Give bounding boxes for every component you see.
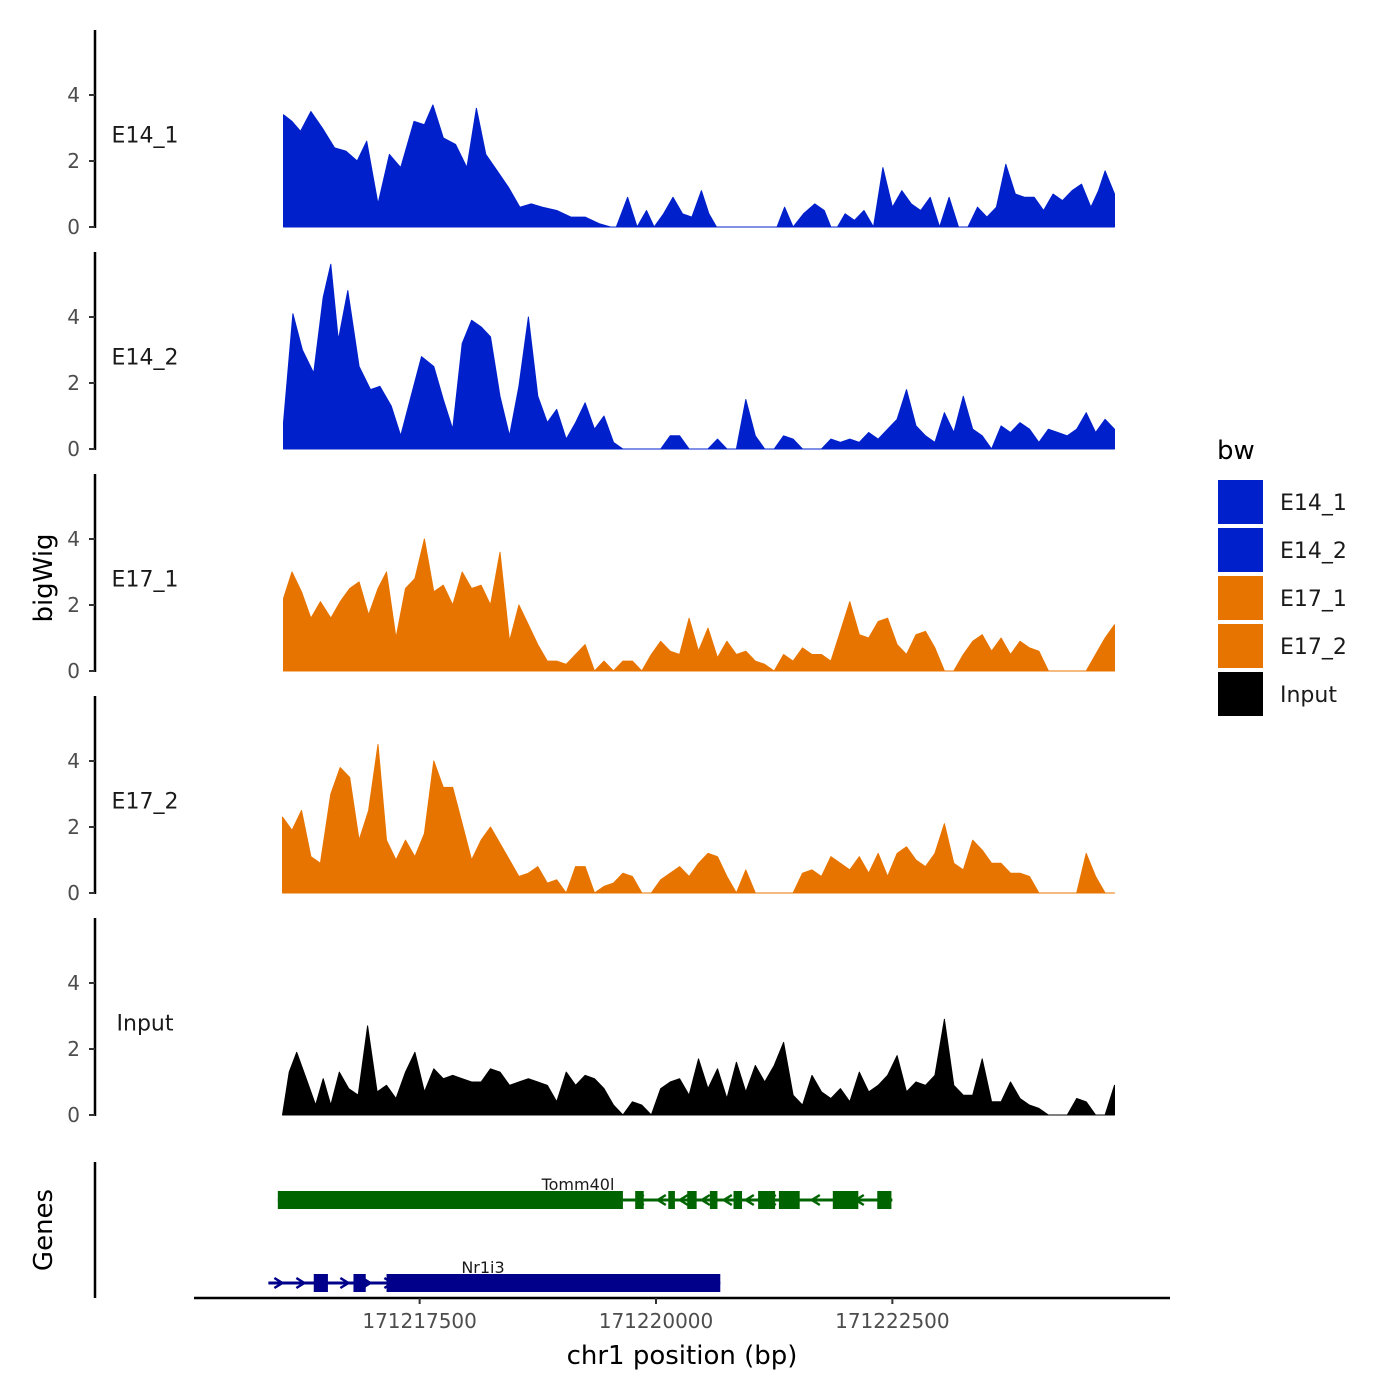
genes-panel: Genes Tomm40l Nr1i3 bbox=[29, 1162, 893, 1298]
legend-title: bw bbox=[1217, 436, 1255, 466]
x-tick-label: 171217500 bbox=[362, 1309, 477, 1333]
gene-exon bbox=[832, 1191, 859, 1209]
strand-arrow bbox=[339, 1276, 351, 1290]
gene-exon bbox=[778, 1191, 800, 1209]
x-tick-label: 171220000 bbox=[599, 1309, 714, 1333]
gene-exon bbox=[687, 1191, 697, 1209]
gene-Tomm40l: Tomm40l bbox=[277, 1175, 893, 1209]
strand-arrow bbox=[809, 1193, 821, 1207]
track-label: Input bbox=[117, 1012, 174, 1037]
x-tick-label: 171222500 bbox=[835, 1309, 950, 1333]
track-Input: 0 2 4 Input bbox=[67, 918, 1115, 1127]
y-tick-label: 4 bbox=[67, 305, 80, 329]
track-E17_2: 0 2 4 E17_2 bbox=[67, 696, 1115, 905]
x-axis: chr1 position (bp) 171217500 171220000 171… bbox=[194, 1296, 1170, 1371]
y-tick-label: 0 bbox=[67, 437, 80, 461]
y-tick-label: 2 bbox=[67, 1037, 80, 1061]
legend-swatch bbox=[1218, 672, 1263, 716]
legend-label: E17_1 bbox=[1280, 587, 1347, 612]
y-tick-label: 2 bbox=[67, 593, 80, 617]
gene-exon bbox=[313, 1274, 328, 1292]
strand-arrow bbox=[743, 1193, 755, 1207]
y-tick-label: 2 bbox=[67, 149, 80, 173]
tracks-layer: 0 2 4 E14_1 0 2 4 E14_2 0 2 4 E17_1 0 2 4 E17_2 0 2 4 Input bbox=[67, 30, 1115, 1127]
signal-area bbox=[282, 1018, 1115, 1116]
legend-swatch bbox=[1218, 576, 1263, 620]
x-axis-title: chr1 position (bp) bbox=[567, 1341, 798, 1371]
y-tick-label: 0 bbox=[67, 881, 80, 905]
gene-exon bbox=[668, 1191, 675, 1209]
signal-area bbox=[283, 538, 1115, 672]
gene-exon bbox=[758, 1191, 776, 1209]
y-tick-label: 0 bbox=[67, 659, 80, 683]
y-tick-label: 4 bbox=[67, 749, 80, 773]
legend-label: E17_2 bbox=[1280, 635, 1347, 660]
gene-exon bbox=[353, 1274, 366, 1292]
gene-exon bbox=[877, 1191, 892, 1209]
track-label: E14_1 bbox=[112, 124, 179, 149]
signal-area bbox=[283, 263, 1115, 450]
gene-label: Tomm40l bbox=[541, 1175, 615, 1194]
genes-label: Genes bbox=[29, 1189, 59, 1271]
legend-label: E14_1 bbox=[1280, 491, 1347, 516]
legend-swatch bbox=[1218, 480, 1263, 524]
gene-exon bbox=[386, 1274, 721, 1292]
gene-label: Nr1i3 bbox=[461, 1258, 504, 1277]
legend: bw E14_1 E14_2 E17_1 E17_2 Input bbox=[1217, 436, 1347, 716]
y-tick-label: 0 bbox=[67, 215, 80, 239]
gene-Nr1i3: Nr1i3 bbox=[268, 1258, 721, 1292]
legend-label: Input bbox=[1280, 683, 1337, 708]
y-tick-label: 2 bbox=[67, 371, 80, 395]
strand-arrow bbox=[273, 1276, 285, 1290]
y-axis-title: bigWig bbox=[29, 533, 59, 622]
strand-arrow bbox=[677, 1193, 689, 1207]
track-label: E14_2 bbox=[112, 346, 179, 371]
legend-swatch bbox=[1218, 624, 1263, 668]
track-E14_2: 0 2 4 E14_2 bbox=[67, 252, 1115, 461]
legend-swatch bbox=[1218, 528, 1263, 572]
track-E17_1: 0 2 4 E17_1 bbox=[67, 474, 1115, 683]
gene-exon bbox=[733, 1191, 743, 1209]
gene-exon bbox=[277, 1191, 623, 1209]
strand-arrow bbox=[295, 1276, 307, 1290]
gene-exon bbox=[709, 1191, 718, 1209]
track-label: E17_2 bbox=[112, 790, 179, 815]
track-E14_1: 0 2 4 E14_1 bbox=[67, 30, 1115, 239]
y-tick-label: 4 bbox=[67, 527, 80, 551]
y-tick-label: 2 bbox=[67, 815, 80, 839]
track-label: E17_1 bbox=[112, 568, 179, 593]
signal-area bbox=[282, 744, 1115, 894]
signal-area bbox=[283, 104, 1115, 228]
y-tick-label: 0 bbox=[67, 1103, 80, 1127]
strand-arrow bbox=[655, 1193, 667, 1207]
gene-exon bbox=[635, 1191, 644, 1209]
strand-arrow bbox=[699, 1193, 711, 1207]
strand-arrow bbox=[721, 1193, 733, 1207]
legend-label: E14_2 bbox=[1280, 539, 1347, 564]
y-tick-label: 4 bbox=[67, 971, 80, 995]
y-tick-label: 4 bbox=[67, 83, 80, 107]
